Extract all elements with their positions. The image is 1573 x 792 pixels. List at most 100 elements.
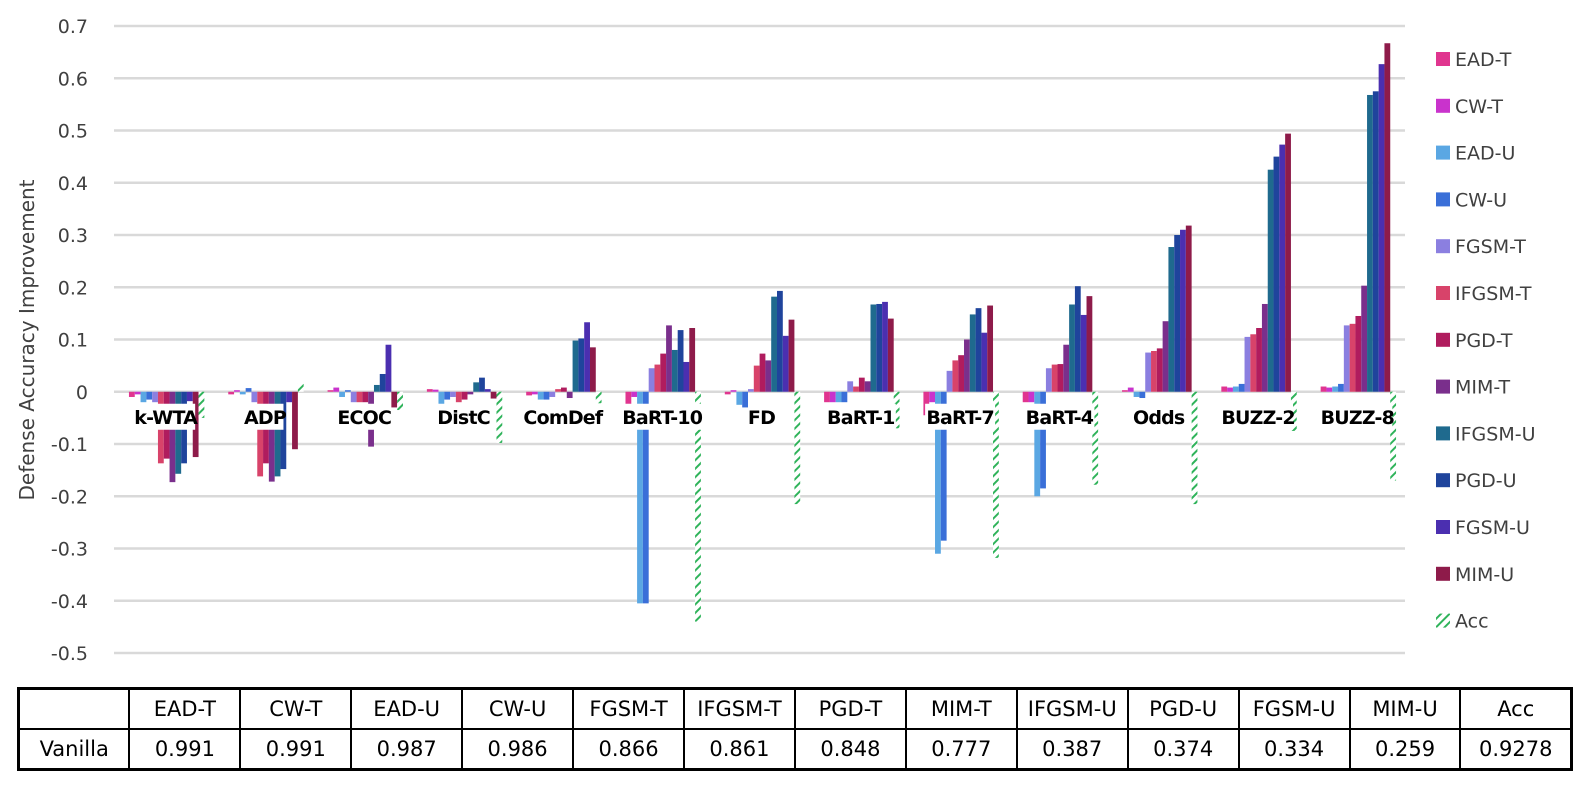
table-header-cell: MIM-U bbox=[1348, 687, 1462, 730]
bar-cw-t-bart-1 bbox=[829, 391, 836, 403]
category-label-bg bbox=[434, 403, 494, 430]
legend-swatch bbox=[1436, 613, 1450, 628]
bar-pgd-u-bart-10 bbox=[677, 330, 684, 392]
bar-pgd-u-comdef bbox=[578, 338, 585, 392]
bar-mim-t-adp bbox=[268, 391, 275, 482]
legend-label: IFGSM-U bbox=[1455, 423, 1535, 445]
table-header-cell: Acc bbox=[1459, 687, 1573, 730]
bar-cw-t-adp bbox=[234, 390, 240, 392]
bar-fgsm-t-k-wta bbox=[152, 391, 158, 403]
legend-swatch bbox=[1436, 473, 1450, 488]
legend-label: IFGSM-T bbox=[1455, 283, 1532, 305]
y-tick-label: 0 bbox=[76, 382, 88, 404]
bar-ifgsm-u-bart-7 bbox=[969, 314, 976, 392]
bar-ead-u-comdef bbox=[537, 391, 544, 400]
bar-cw-u-buzz-2 bbox=[1238, 383, 1245, 392]
y-tick-label: -0.4 bbox=[51, 591, 88, 613]
bar-fgsm-t-bart-7 bbox=[946, 370, 953, 392]
bar-mim-u-fd bbox=[788, 319, 795, 392]
bar-mim-t-bart-4 bbox=[1063, 344, 1070, 392]
legend-label: MIM-T bbox=[1455, 377, 1511, 399]
bar-ifgsm-t-comdef bbox=[555, 389, 561, 392]
bar-pgd-u-buzz-2 bbox=[1273, 156, 1280, 392]
bar-cw-t-bart-7 bbox=[929, 391, 936, 403]
bar-fgsm-t-adp bbox=[251, 391, 258, 403]
table-cell: 0.991 bbox=[239, 728, 353, 771]
bar-ead-t-bart-1 bbox=[824, 391, 830, 403]
legend-label: PGD-U bbox=[1455, 470, 1517, 492]
bar-cw-u-ecoc bbox=[344, 390, 351, 392]
bar-mim-t-buzz-8 bbox=[1361, 285, 1368, 392]
bar-pgd-u-odds bbox=[1174, 235, 1181, 392]
bar-cw-u-k-wta bbox=[146, 391, 153, 400]
bar-ifgsm-t-ecoc bbox=[356, 391, 363, 403]
bar-ead-t-bart-10 bbox=[625, 391, 632, 413]
bar-ead-u-bart-1 bbox=[835, 391, 842, 403]
y-tick-label: -0.1 bbox=[51, 434, 88, 456]
table-cell: 0.777 bbox=[904, 728, 1018, 771]
y-tick-label: 0.7 bbox=[58, 16, 88, 38]
category-label-bg bbox=[1024, 403, 1095, 430]
legend-swatch bbox=[1436, 52, 1450, 66]
table-header-cell: EAD-T bbox=[128, 687, 242, 730]
bar-pgd-t-bart-1 bbox=[858, 377, 865, 392]
bar-fgsm-t-bart-1 bbox=[847, 381, 854, 392]
bar-fgsm-u-bart-10 bbox=[683, 361, 690, 392]
legend-swatch bbox=[1436, 379, 1450, 394]
bar-ifgsm-u-ecoc bbox=[373, 384, 380, 392]
bar-fgsm-t-buzz-2 bbox=[1244, 336, 1251, 392]
legend-label: CW-T bbox=[1455, 96, 1503, 118]
bar-cw-t-bart-10 bbox=[631, 391, 638, 397]
bar-ead-u-fd bbox=[736, 391, 743, 405]
legend-swatch bbox=[1436, 286, 1450, 300]
bar-ead-t-bart-4 bbox=[1022, 391, 1029, 403]
bar-pgd-u-bart-1 bbox=[876, 303, 883, 392]
bar-mim-u-odds bbox=[1185, 225, 1192, 392]
bar-cw-t-buzz-8 bbox=[1326, 387, 1333, 392]
bar-fgsm-u-buzz-8 bbox=[1378, 64, 1385, 392]
bar-acc-fd bbox=[794, 391, 801, 505]
table-header-cell: IFGSM-U bbox=[1015, 687, 1129, 730]
bar-ifgsm-t-buzz-8 bbox=[1349, 323, 1356, 392]
bar-ifgsm-t-bart-4 bbox=[1051, 364, 1058, 392]
bar-fgsm-t-comdef bbox=[549, 391, 556, 397]
bar-fgsm-u-bart-1 bbox=[882, 301, 888, 392]
table-header-row: EAD-T CW-T EAD-U CW-U FGSM-T IFGSM-T PGD… bbox=[17, 687, 1573, 730]
y-tick-label: 0.2 bbox=[58, 277, 88, 299]
category-label-bg bbox=[1134, 403, 1183, 430]
bar-mim-u-buzz-2 bbox=[1285, 133, 1291, 392]
table-header-cell: PGD-U bbox=[1126, 687, 1240, 730]
bar-cw-u-distc bbox=[444, 391, 451, 400]
bar-fgsm-u-bart-7 bbox=[981, 332, 988, 392]
gridlines bbox=[114, 24, 1405, 655]
category-label: BaRT-4 bbox=[1026, 407, 1094, 429]
category-label: BaRT-10 bbox=[622, 407, 703, 429]
bar-pgd-t-buzz-2 bbox=[1256, 328, 1262, 392]
y-axis-ticks: 0.7 0.6 0.5 0.4 0.3 0.2 0.1 0 -0.1 -0.2 -0.3 -0.4 -0… bbox=[51, 16, 88, 665]
bar-ifgsm-u-bart-10 bbox=[671, 349, 678, 392]
bar-ead-t-odds bbox=[1122, 390, 1128, 392]
bar-cw-t-bart-4 bbox=[1028, 391, 1035, 403]
bar-fgsm-u-k-wta bbox=[186, 391, 193, 402]
bar-mim-u-bart-10 bbox=[689, 328, 696, 392]
bar-pgd-u-buzz-8 bbox=[1372, 91, 1379, 392]
bar-ead-t-buzz-8 bbox=[1320, 386, 1327, 392]
bar-chart: 0.7 0.6 0.5 0.4 0.3 0.2 0.1 0 -0.1 -0.2 -0.3 -0.4 -0… bbox=[15, 16, 1535, 665]
category-label: BUZZ-2 bbox=[1221, 407, 1294, 429]
category-label: ECOC bbox=[337, 407, 391, 429]
bar-pgd-u-adp bbox=[280, 391, 287, 470]
bar-ead-u-odds bbox=[1133, 391, 1140, 397]
table-cell: 0.374 bbox=[1126, 728, 1240, 771]
legend-swatch bbox=[1436, 239, 1450, 254]
bar-fgsm-t-odds bbox=[1145, 352, 1152, 392]
bar-pgd-t-comdef bbox=[560, 387, 567, 392]
bar-fgsm-t-fd bbox=[748, 389, 754, 392]
legend-swatch bbox=[1436, 566, 1450, 581]
category-label-bg bbox=[1322, 403, 1393, 430]
table-header-cell: EAD-U bbox=[350, 687, 464, 730]
bar-mim-u-comdef bbox=[589, 347, 596, 392]
bar-cw-u-bart-1 bbox=[841, 391, 848, 403]
bar-fgsm-u-odds bbox=[1180, 229, 1186, 392]
bar-mim-t-fd bbox=[765, 360, 772, 392]
bar-mim-u-distc bbox=[490, 391, 497, 399]
